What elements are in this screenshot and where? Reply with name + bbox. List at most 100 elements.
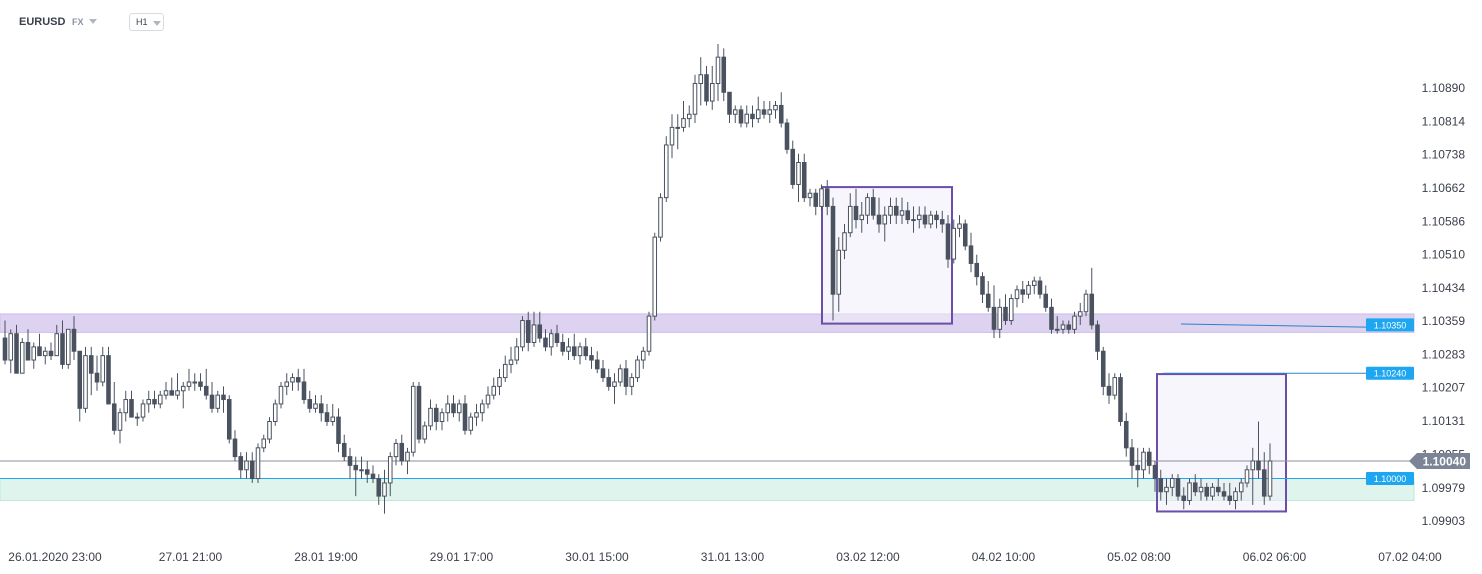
candle-body xyxy=(1008,298,1014,322)
candle xyxy=(485,386,491,409)
candle-body xyxy=(42,350,48,357)
candle xyxy=(94,355,100,391)
candle xyxy=(88,346,94,396)
candle-body xyxy=(439,412,445,422)
candle-body xyxy=(1003,306,1008,322)
candle xyxy=(410,381,416,457)
candle-body xyxy=(14,333,19,374)
level-tag-1.10350[interactable]: 1.10350 xyxy=(1366,318,1414,332)
candle xyxy=(1043,285,1049,312)
candle-body xyxy=(307,399,313,409)
symbol-dropdown-chevron-icon[interactable] xyxy=(89,19,97,24)
candle xyxy=(1152,460,1158,492)
candle xyxy=(640,346,646,369)
candle xyxy=(721,48,727,102)
candle-body xyxy=(117,412,123,431)
candle-body xyxy=(1221,491,1227,497)
candle-body xyxy=(1181,495,1187,501)
candle-body xyxy=(853,205,859,221)
level-tag-1.10000[interactable]: 1.10000 xyxy=(1366,472,1414,486)
symbol-label[interactable]: EURUSD xyxy=(19,16,66,28)
candle-body xyxy=(175,390,180,396)
candle-body xyxy=(416,385,422,440)
candle xyxy=(686,105,692,128)
candle xyxy=(77,350,83,422)
candle xyxy=(939,210,945,233)
candle-body xyxy=(433,407,439,422)
candle-body xyxy=(1112,377,1118,396)
candle-body xyxy=(1066,324,1072,330)
candle xyxy=(629,373,635,396)
candle-body xyxy=(951,227,957,260)
candle-body xyxy=(364,469,370,475)
candle xyxy=(1198,478,1204,501)
candle xyxy=(819,184,824,211)
candle xyxy=(991,285,997,339)
candle-body xyxy=(301,381,307,401)
candle xyxy=(1267,443,1273,501)
candle xyxy=(732,105,738,124)
candle-body xyxy=(1267,460,1273,497)
candle xyxy=(347,447,353,479)
level-tag-1.10240[interactable]: 1.10240 xyxy=(1366,366,1414,380)
candle-body xyxy=(830,205,836,295)
candle xyxy=(985,281,991,312)
candle-body xyxy=(1187,482,1192,501)
timeframe-selector[interactable]: H1 xyxy=(129,13,164,31)
candle-body xyxy=(801,162,807,199)
candle-body xyxy=(1215,486,1221,493)
candle xyxy=(290,373,295,391)
candle xyxy=(945,215,951,268)
candle-body xyxy=(129,399,134,418)
candle-body xyxy=(560,341,566,352)
candle-body xyxy=(336,416,341,444)
candle-body xyxy=(589,355,594,361)
candle xyxy=(865,193,870,224)
labels-layer: 1.10350 1.10240 1.10000 1.10040 xyxy=(1366,318,1470,486)
candle-body xyxy=(520,320,525,348)
y-tick-label: 1.10283 xyxy=(1422,347,1466,361)
candle-body xyxy=(221,394,226,401)
candle xyxy=(899,197,905,224)
candle xyxy=(514,338,520,365)
candle-body xyxy=(905,210,911,221)
candle xyxy=(1123,412,1129,457)
candle-body xyxy=(658,197,663,238)
candle xyxy=(1204,482,1210,501)
candle-body xyxy=(382,482,387,497)
candle-body xyxy=(525,320,531,343)
candle xyxy=(612,373,617,404)
candle xyxy=(1077,302,1083,325)
candle xyxy=(663,136,669,203)
candle xyxy=(1089,267,1095,330)
candle-body xyxy=(773,104,778,111)
candle xyxy=(968,232,974,273)
candle xyxy=(957,215,962,238)
candle-body xyxy=(962,223,968,247)
candle-body xyxy=(295,377,301,383)
candle-body xyxy=(1256,460,1261,471)
candle-body xyxy=(330,416,336,422)
candle-body xyxy=(244,460,249,471)
candle-body xyxy=(744,113,750,124)
range-rectangle-0[interactable] xyxy=(821,186,953,325)
candle xyxy=(330,403,336,426)
x-tick-label: 30.01 15:00 xyxy=(565,550,629,564)
level-tag-1.10000-text: 1.10000 xyxy=(1374,474,1407,484)
candle-body xyxy=(617,368,623,383)
candle-body xyxy=(37,346,42,357)
zone-0[interactable] xyxy=(0,313,1415,333)
candle xyxy=(65,328,71,369)
candle-body xyxy=(899,210,905,216)
trend-line-1.10350[interactable] xyxy=(1180,323,1367,328)
candle xyxy=(226,395,232,444)
candle xyxy=(295,368,301,391)
candle xyxy=(606,368,612,391)
timeframe-label: H1 xyxy=(136,17,148,27)
candle xyxy=(566,338,571,361)
candle-body xyxy=(767,109,773,115)
candle-body xyxy=(876,214,882,225)
candle xyxy=(681,101,686,132)
y-tick-label: 1.10510 xyxy=(1422,248,1466,262)
